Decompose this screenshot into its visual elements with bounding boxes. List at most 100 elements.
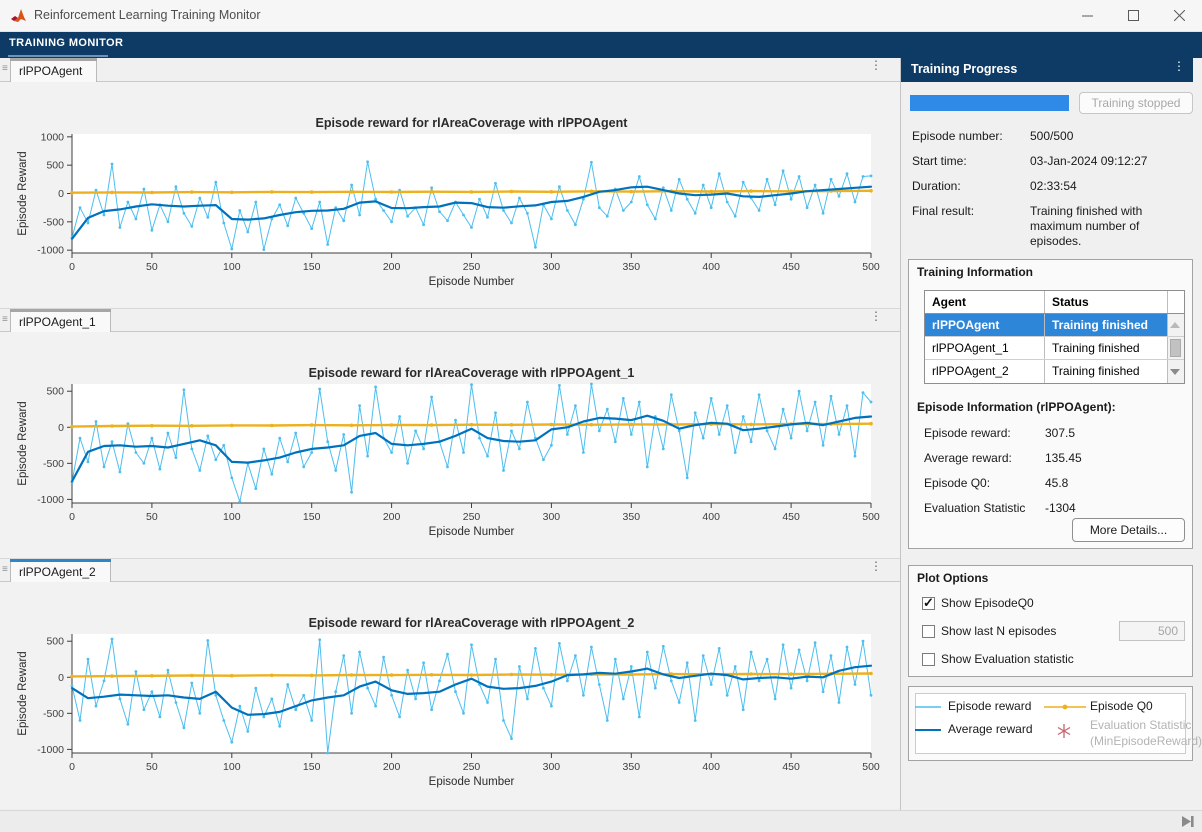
checkbox-show-last-n-episodes[interactable]: Show last N episodes [922, 621, 1185, 641]
svg-text:Episode Number: Episode Number [429, 276, 515, 288]
chart-legend: Episode reward Average reward Episode Q0… [915, 693, 1202, 754]
minimize-button[interactable] [1064, 0, 1110, 31]
episode-q0-legend-line [1044, 704, 1086, 710]
tab-indicator [10, 58, 98, 61]
tab-options-kebab-icon[interactable]: ⋮ [870, 58, 882, 72]
table-scrollbar[interactable] [1168, 337, 1184, 359]
scrollbar-header-cell [1168, 291, 1184, 313]
status-bar [0, 810, 1202, 832]
plot-panel-rlppoagent: Episode reward for rlAreaCoverage with r… [0, 82, 900, 308]
svg-text:450: 450 [782, 761, 800, 773]
svg-text:1000: 1000 [41, 131, 65, 143]
svg-text:100: 100 [223, 761, 241, 773]
svg-text:0: 0 [69, 511, 75, 523]
field-label: Duration: [912, 179, 961, 193]
maximize-button[interactable] [1110, 0, 1156, 31]
field-label: Final result: [912, 204, 975, 218]
svg-text:0: 0 [58, 672, 64, 684]
checkbox-label: Show Evaluation statistic [941, 652, 1074, 666]
episode-info-value: 45.8 [1045, 476, 1069, 490]
legend-label-evaluation-statistic: Evaluation Statistic (MinEpisodeReward) [1090, 718, 1202, 748]
tab-rlppoagent-1[interactable]: rlPPOAgent_1 [10, 309, 111, 333]
close-button[interactable] [1156, 0, 1202, 31]
table-row[interactable]: rlPPOAgent_1 Training finished [925, 337, 1184, 360]
svg-text:150: 150 [303, 511, 321, 523]
checkbox-icon[interactable] [922, 652, 935, 666]
table-scrollbar[interactable] [1168, 360, 1184, 383]
plot-panel-rlppoagent-2: Episode reward for rlAreaCoverage with r… [0, 582, 900, 808]
training-stopped-button[interactable]: Training stopped [1079, 92, 1193, 114]
panel-divider[interactable] [900, 58, 901, 810]
tab-rlppoagent[interactable]: rlPPOAgent [10, 58, 98, 82]
legend-label-average-reward: Average reward [948, 722, 1033, 736]
svg-text:Episode Reward: Episode Reward [17, 151, 29, 235]
svg-text:Episode reward for rlAreaCover: Episode reward for rlAreaCoverage with r… [316, 116, 629, 130]
average-reward-legend-line [915, 729, 941, 731]
svg-text:500: 500 [46, 386, 64, 398]
svg-text:200: 200 [383, 761, 401, 773]
dock-tabbar-1: ≡ rlPPOAgent ⋮ [0, 58, 900, 82]
checkbox-icon[interactable] [922, 595, 935, 611]
svg-text:-500: -500 [43, 458, 64, 470]
table-row[interactable]: rlPPOAgent Training finished [925, 314, 1184, 337]
window-titlebar: Reinforcement Learning Training Monitor [0, 0, 1202, 32]
reward-chart-rlppoagent-2: Episode reward for rlAreaCoverage with r… [17, 616, 880, 788]
cell-status: Training finished [1045, 360, 1168, 383]
svg-text:500: 500 [862, 261, 880, 273]
svg-text:250: 250 [463, 511, 481, 523]
svg-text:-1000: -1000 [37, 494, 64, 506]
cell-status: Training finished [1045, 314, 1168, 336]
dock-tabbar-2: ≡ rlPPOAgent_1 ⋮ [0, 308, 900, 333]
tab-rlppoagent-2[interactable]: rlPPOAgent_2 [10, 559, 111, 583]
episode-information-title: Episode Information (rlPPOAgent): [917, 400, 1116, 414]
matlab-logo-icon [11, 9, 26, 22]
episode-info-label: Episode Q0: [924, 476, 991, 490]
dock-grip-icon[interactable]: ≡ [2, 63, 8, 74]
svg-text:Episode Reward: Episode Reward [17, 651, 29, 735]
checkbox-label: Show EpisodeQ0 [941, 596, 1034, 610]
table-row[interactable]: rlPPOAgent_2 Training finished [925, 360, 1184, 383]
dock-grip-icon[interactable]: ≡ [2, 314, 8, 325]
scroll-up-icon[interactable] [1170, 322, 1180, 328]
table-scrollbar[interactable] [1168, 314, 1184, 336]
svg-text:Episode Reward: Episode Reward [17, 401, 29, 485]
scrollbar-thumb[interactable] [1170, 339, 1181, 357]
training-progress-fill [910, 95, 1069, 111]
tab-options-kebab-icon[interactable]: ⋮ [870, 559, 882, 573]
column-header-agent[interactable]: Agent [925, 291, 1045, 313]
svg-text:300: 300 [543, 511, 561, 523]
svg-text:-1000: -1000 [37, 744, 64, 756]
last-n-episodes-input[interactable] [1119, 621, 1185, 641]
cell-agent: rlPPOAgent_2 [925, 360, 1045, 383]
checkbox-show-evaluation-statistic[interactable]: Show Evaluation statistic [922, 652, 1074, 666]
svg-text:200: 200 [383, 261, 401, 273]
toolstrip-tab-training-monitor[interactable]: TRAINING MONITOR [9, 37, 124, 49]
svg-text:-1000: -1000 [37, 245, 64, 257]
toolstrip: TRAINING MONITOR [0, 32, 1202, 58]
column-header-status[interactable]: Status [1045, 291, 1168, 313]
panel-options-kebab-icon[interactable]: ⋮ [1173, 59, 1185, 73]
svg-text:350: 350 [623, 511, 641, 523]
field-label: Episode number: [912, 129, 1003, 143]
svg-text:250: 250 [463, 761, 481, 773]
scroll-down-icon[interactable] [1170, 369, 1180, 375]
episode-info-value: 135.45 [1045, 451, 1082, 465]
dock-grip-icon[interactable]: ≡ [2, 564, 8, 575]
checkbox-show-episodeq0[interactable]: Show EpisodeQ0 [922, 595, 1034, 611]
field-label: Start time: [912, 154, 967, 168]
svg-text:500: 500 [862, 761, 880, 773]
more-details-button[interactable]: More Details... [1072, 518, 1185, 542]
svg-text:450: 450 [782, 511, 800, 523]
svg-text:500: 500 [46, 636, 64, 648]
tab-options-kebab-icon[interactable]: ⋮ [870, 309, 882, 323]
tab-label: rlPPOAgent [19, 63, 83, 78]
svg-text:100: 100 [223, 511, 241, 523]
training-progress-bar [910, 95, 1069, 111]
episode-info-label: Average reward: [924, 451, 1012, 465]
training-progress-panel: Training Progress ⋮ Training stopped Epi… [901, 58, 1202, 810]
tab-indicator [10, 309, 111, 312]
svg-text:Episode reward for rlAreaCover: Episode reward for rlAreaCoverage with r… [309, 366, 635, 380]
legend-groupbox: Episode reward Average reward Episode Q0… [908, 686, 1202, 761]
collapse-panel-icon[interactable] [1180, 814, 1196, 829]
checkbox-icon[interactable] [922, 624, 935, 638]
